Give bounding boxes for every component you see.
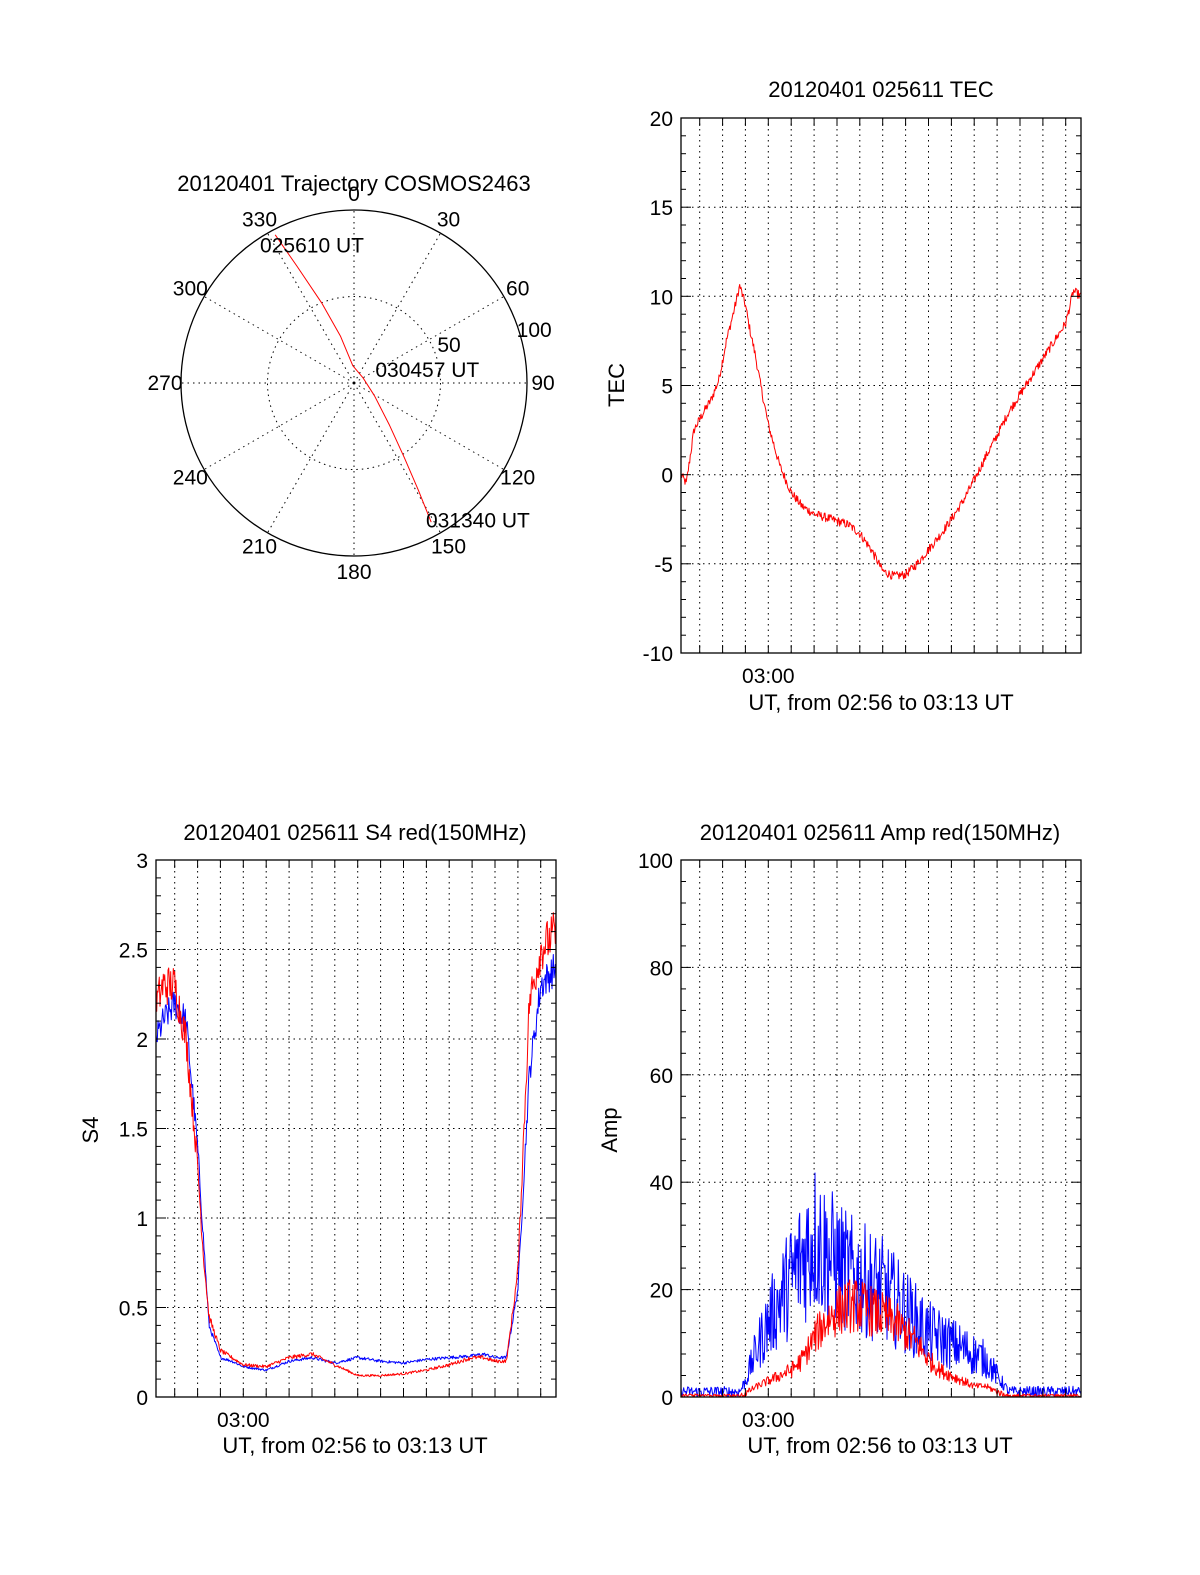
- y-tick-label: 10: [650, 286, 673, 309]
- series-line: [155, 954, 557, 1372]
- y-tick-label: 20: [650, 1280, 673, 1303]
- y-tick-label: 100: [638, 850, 673, 873]
- y-axis-label: S4: [78, 1117, 103, 1144]
- polar-spoke: [353, 232, 441, 384]
- series-line: [680, 1172, 1082, 1398]
- x-axis-label: UT, from 02:56 to 03:13 UT: [747, 1433, 1012, 1458]
- trajectory-line: [274, 234, 432, 523]
- x-axis-label: UT, from 02:56 to 03:13 UT: [748, 690, 1013, 715]
- polar-angle-label: 210: [242, 536, 277, 559]
- polar-angle-label: 150: [431, 536, 466, 559]
- y-tick-label: 1: [136, 1208, 148, 1231]
- ticks: [681, 117, 1081, 654]
- polar-trajectory-chart: 20120401 Trajectory COSMOS2463 0 30 60 90 12…: [147, 171, 554, 584]
- y-tick-labels: -10 -5 0 5 10 15 20: [643, 108, 673, 666]
- y-tick-label: 5: [661, 376, 673, 399]
- polar-spoke: [203, 296, 355, 384]
- series-layer: [155, 911, 557, 1378]
- trajectory-annotations: 025610 UT 030457 UT 031340 UT: [260, 235, 530, 533]
- polar-outer-circle: [180, 209, 528, 557]
- chart-title: 20120401 Trajectory COSMOS2463: [177, 171, 530, 196]
- series-layer: [680, 1172, 1082, 1398]
- amp-chart: 20120401 025611 Amp red(150MHz) 0 20 40 60 8…: [597, 820, 1082, 1458]
- x-axis-label: UT, from 02:56 to 03:13 UT: [222, 1433, 487, 1458]
- polar-angle-label: 0: [348, 183, 360, 206]
- y-tick-label: 0: [661, 465, 673, 488]
- plot-frame: [155, 859, 557, 1398]
- s4-chart: 20120401 025611 S4 red(150MHz) 0 0.5 1 1.5 2…: [78, 820, 557, 1458]
- polar-angle-label: 120: [500, 467, 535, 490]
- x-tick-label: 03:00: [742, 665, 795, 688]
- trajectory-time-label: 031340 UT: [426, 510, 530, 533]
- trajectory-time-label: 025610 UT: [260, 235, 364, 258]
- y-tick-label: 0: [661, 1387, 673, 1410]
- x-tick-labels: 03:00: [742, 665, 795, 688]
- grid: [681, 118, 1081, 653]
- x-tick-labels: 03:00: [742, 1409, 795, 1432]
- chart-title: 20120401 025611 TEC: [768, 77, 994, 102]
- y-tick-label: 2.5: [119, 940, 148, 963]
- polar-spoke: [203, 382, 355, 470]
- x-tick-label: 03:00: [217, 1409, 270, 1432]
- polar-radius-label: 50: [437, 334, 460, 357]
- y-tick-labels: 0 20 40 60 80 100: [638, 850, 673, 1410]
- polar-spoke: [267, 382, 355, 534]
- polar-spoke: [267, 232, 355, 384]
- x-tick-label: 03:00: [742, 1409, 795, 1432]
- chart-title: 20120401 025611 Amp red(150MHz): [700, 820, 1060, 845]
- polar-angle-label: 300: [173, 278, 208, 301]
- series-layer: [680, 284, 1082, 580]
- y-tick-label: 2: [136, 1029, 148, 1052]
- y-tick-label: 3: [136, 850, 148, 873]
- polar-spoke: [353, 382, 505, 470]
- polar-grid: [181, 210, 527, 556]
- y-tick-labels: 0 0.5 1 1.5 2 2.5 3: [119, 850, 148, 1410]
- polar-angle-label: 330: [242, 208, 277, 231]
- grid: [681, 860, 1081, 1397]
- plot-frame: [680, 117, 1082, 654]
- plot-frame: [680, 859, 1082, 1398]
- polar-angle-label: 90: [531, 372, 554, 395]
- series-line: [155, 911, 557, 1378]
- polar-angle-label: 270: [147, 372, 182, 395]
- y-tick-label: 40: [650, 1172, 673, 1195]
- y-tick-label: 15: [650, 197, 673, 220]
- polar-angle-label: 30: [437, 208, 460, 231]
- polar-spoke: [353, 382, 441, 534]
- y-axis-label: TEC: [604, 363, 629, 407]
- x-tick-labels: 03:00: [217, 1409, 270, 1432]
- polar-radius-label: 100: [517, 319, 552, 342]
- y-tick-label: -5: [654, 554, 673, 577]
- polar-angle-label: 60: [506, 278, 529, 301]
- polar-angle-label: 180: [336, 561, 371, 584]
- trajectory-series: [274, 234, 432, 523]
- polar-radius-ring: [267, 296, 441, 470]
- trajectory-time-label: 030457 UT: [375, 359, 479, 382]
- y-axis-label: Amp: [597, 1107, 622, 1152]
- y-tick-label: 20: [650, 108, 673, 131]
- y-tick-label: 0.5: [119, 1298, 148, 1321]
- series-line: [680, 1279, 1082, 1398]
- y-tick-label: 0: [136, 1387, 148, 1410]
- polar-angle-label: 240: [173, 467, 208, 490]
- grid: [156, 860, 556, 1397]
- y-tick-label: -10: [643, 643, 673, 666]
- series-line: [680, 284, 1082, 580]
- ticks: [681, 859, 1081, 1398]
- polar-spoke: [353, 296, 505, 384]
- ticks: [156, 859, 556, 1398]
- y-tick-label: 1.5: [119, 1119, 148, 1142]
- polar-angle-labels: 0 30 60 90 120 150 180 210 240 270 300 330: [147, 183, 554, 584]
- y-tick-label: 60: [650, 1065, 673, 1088]
- polar-radius-labels: 50 100: [437, 319, 551, 357]
- y-tick-label: 80: [650, 957, 673, 980]
- chart-title: 20120401 025611 S4 red(150MHz): [183, 820, 526, 845]
